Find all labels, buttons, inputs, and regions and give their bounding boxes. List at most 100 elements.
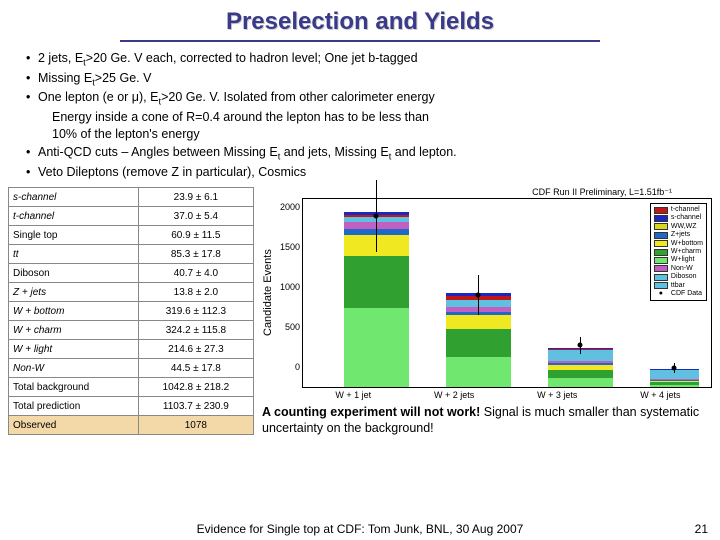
legend-label: t-channel — [671, 206, 700, 214]
table-label: W + charm — [9, 321, 139, 340]
chart-body: Candidate Events 2000 1500 1000 500 0 t-chan… — [260, 198, 712, 388]
legend-swatch — [654, 240, 668, 247]
bullet-item: Energy inside a cone of R=0.4 around the… — [24, 109, 696, 127]
legend-label: W+bottom — [671, 240, 703, 248]
y-tick: 1000 — [278, 282, 300, 292]
legend-label: s-channel — [671, 214, 701, 222]
error-bar — [376, 180, 377, 252]
y-tick: 2000 — [278, 202, 300, 212]
table-label: Total prediction — [9, 397, 139, 416]
x-tick: W + 1 jet — [335, 390, 371, 400]
chart-title: CDF Run II Preliminary, L=1.51fb⁻¹ — [260, 187, 712, 198]
table-value: 319.6 ± 112.3 — [138, 302, 253, 321]
x-tick: W + 4 jets — [640, 390, 680, 400]
content-row: s-channel23.9 ± 6.1t-channel37.0 ± 5.4Si… — [0, 187, 720, 437]
table-label: Total background — [9, 378, 139, 397]
legend-item: WW,WZ — [654, 223, 703, 231]
table-value: 13.8 ± 2.0 — [138, 283, 253, 302]
y-tick: 0 — [278, 362, 300, 372]
legend-item: t-channel — [654, 206, 703, 214]
table-label: Z + jets — [9, 283, 139, 302]
bar-segment — [650, 385, 699, 388]
legend-label: CDF Data — [671, 290, 702, 298]
table-label: s-channel — [9, 188, 139, 207]
legend-swatch — [654, 282, 668, 289]
table-value: 1078 — [138, 416, 253, 435]
legend-item: ●CDF Data — [654, 290, 703, 298]
bullet-item: One lepton (e or μ), Et>20 Ge. V. Isolat… — [24, 89, 696, 109]
slide-footer: Evidence for Single top at CDF: Tom Junk… — [0, 522, 720, 536]
legend-item: ttbar — [654, 282, 703, 290]
y-tick: 500 — [278, 322, 300, 332]
table-value: 44.5 ± 17.8 — [138, 359, 253, 378]
bullet-item: Missing Et>25 Ge. V — [24, 70, 696, 90]
table-value: 60.9 ± 11.5 — [138, 226, 253, 245]
plot-area: t-channels-channelWW,WZZ+jetsW+bottomW+c… — [302, 198, 712, 388]
bar-segment — [446, 357, 511, 387]
legend-label: Non-W — [671, 265, 693, 273]
bar-segment — [548, 378, 613, 387]
legend-label: W+light — [671, 256, 695, 264]
table-label: t-channel — [9, 207, 139, 226]
chart-legend: t-channels-channelWW,WZZ+jetsW+bottomW+c… — [650, 203, 707, 301]
table-value: 40.7 ± 4.0 — [138, 264, 253, 283]
page-number: 21 — [695, 522, 708, 536]
bullet-item: Anti-QCD cuts – Angles between Missing E… — [24, 144, 696, 164]
legend-swatch — [654, 257, 668, 264]
table-label: W + light — [9, 340, 139, 359]
yields-table: s-channel23.9 ± 6.1t-channel37.0 ± 5.4Si… — [8, 187, 254, 437]
table-value: 85.3 ± 17.8 — [138, 245, 253, 264]
table-value: 214.6 ± 27.3 — [138, 340, 253, 359]
table-label: Observed — [9, 416, 139, 435]
legend-label: WW,WZ — [671, 223, 697, 231]
bar-segment — [344, 308, 409, 387]
table-value: 324.2 ± 115.8 — [138, 321, 253, 340]
legend-item: s-channel — [654, 214, 703, 222]
bullet-item: 10% of the lepton's energy — [24, 126, 696, 144]
bar-segment — [446, 329, 511, 357]
table-value: 1103.7 ± 230.9 — [138, 397, 253, 416]
legend-label: Diboson — [671, 273, 697, 281]
bar-segment — [344, 256, 409, 309]
table-label: Single top — [9, 226, 139, 245]
legend-label: Z+jets — [671, 231, 690, 239]
table-value: 23.9 ± 6.1 — [138, 188, 253, 207]
legend-label: W+charm — [671, 248, 701, 256]
legend-swatch — [654, 207, 668, 214]
chart-caption: A counting experiment will not work! Sig… — [260, 400, 712, 437]
legend-data-marker: ● — [654, 290, 668, 298]
error-bar — [478, 275, 479, 314]
legend-swatch — [654, 274, 668, 281]
table-value: 1042.8 ± 218.2 — [138, 378, 253, 397]
error-bar — [674, 363, 675, 373]
x-tick: W + 2 jets — [434, 390, 474, 400]
legend-item: Non-W — [654, 265, 703, 273]
table-value: 37.0 ± 5.4 — [138, 207, 253, 226]
bullet-item: Veto Dileptons (remove Z in particular),… — [24, 164, 696, 182]
legend-swatch — [654, 232, 668, 239]
table-label: W + bottom — [9, 302, 139, 321]
y-axis-label: Candidate Events — [260, 198, 276, 388]
legend-item: W+light — [654, 256, 703, 264]
table-label: tt — [9, 245, 139, 264]
legend-swatch — [654, 265, 668, 272]
legend-swatch — [654, 249, 668, 256]
x-tick: W + 3 jets — [537, 390, 577, 400]
legend-swatch — [654, 215, 668, 222]
legend-item: W+bottom — [654, 240, 703, 248]
legend-item: Diboson — [654, 273, 703, 281]
y-axis-ticks: 2000 1500 1000 500 0 — [276, 198, 302, 388]
legend-item: W+charm — [654, 248, 703, 256]
y-tick: 1500 — [278, 242, 300, 252]
table-label: Diboson — [9, 264, 139, 283]
title-underline — [120, 40, 600, 42]
bullet-list: 2 jets, Et>20 Ge. V each, corrected to h… — [0, 50, 720, 187]
bullet-item: 2 jets, Et>20 Ge. V each, corrected to h… — [24, 50, 696, 70]
slide-title: Preselection and Yields — [0, 0, 720, 40]
error-bar — [580, 337, 581, 354]
x-axis: W + 1 jet W + 2 jets W + 3 jets W + 4 jets — [260, 388, 712, 400]
bar-segment — [548, 370, 613, 379]
legend-item: Z+jets — [654, 231, 703, 239]
legend-swatch — [654, 223, 668, 230]
legend-label: ttbar — [671, 282, 685, 290]
